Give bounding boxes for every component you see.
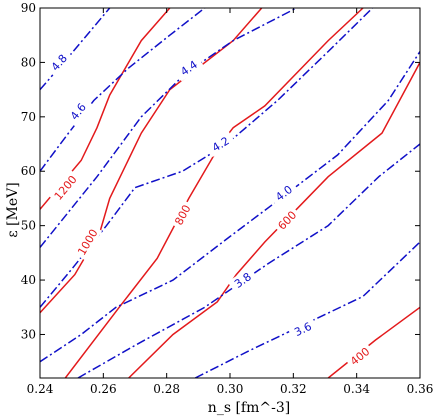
contour-line-4-2 xyxy=(40,8,374,308)
x-tick-label: 0.34 xyxy=(343,382,370,396)
y-tick-label: 70 xyxy=(21,110,36,124)
contour-line-4-8 xyxy=(40,8,111,91)
x-tick-label: 0.24 xyxy=(27,382,54,396)
x-tick-label: 0.30 xyxy=(217,382,244,396)
contour-line-3-6 xyxy=(194,241,420,378)
contour-line-4-4 xyxy=(40,8,297,248)
contour-label-1000: 1000 xyxy=(75,227,100,258)
contour-line-1000 xyxy=(40,8,263,314)
contour-line-4-0 xyxy=(40,51,420,363)
axis-ticks: 0.24 0.26 0.28 0.30 0.32 0.34 0.36 30 40 50 60 70 80… xyxy=(21,1,434,396)
contour-line-4-6 xyxy=(40,8,206,172)
contour-line-800 xyxy=(64,8,364,378)
contour-line-3-8 xyxy=(77,143,420,378)
x-tick-label: 0.36 xyxy=(407,382,434,396)
y-tick-label: 80 xyxy=(21,55,36,69)
x-axis-title: n_s [fm^-3] xyxy=(208,400,290,416)
contour-line-1200 xyxy=(40,8,171,210)
contour-line-600 xyxy=(128,62,420,378)
contour-line-400 xyxy=(327,306,420,378)
x-tick-label: 0.32 xyxy=(280,382,307,396)
x-tick-label: 0.28 xyxy=(153,382,180,396)
y-tick-label: 90 xyxy=(21,1,36,15)
y-axis-title: ε [MeV] xyxy=(5,182,21,237)
x-tick-label: 0.26 xyxy=(90,382,117,396)
y-tick-label: 50 xyxy=(21,219,36,233)
y-tick-label: 30 xyxy=(21,327,36,341)
y-tick-label: 60 xyxy=(21,164,36,178)
y-tick-label: 40 xyxy=(21,273,36,287)
